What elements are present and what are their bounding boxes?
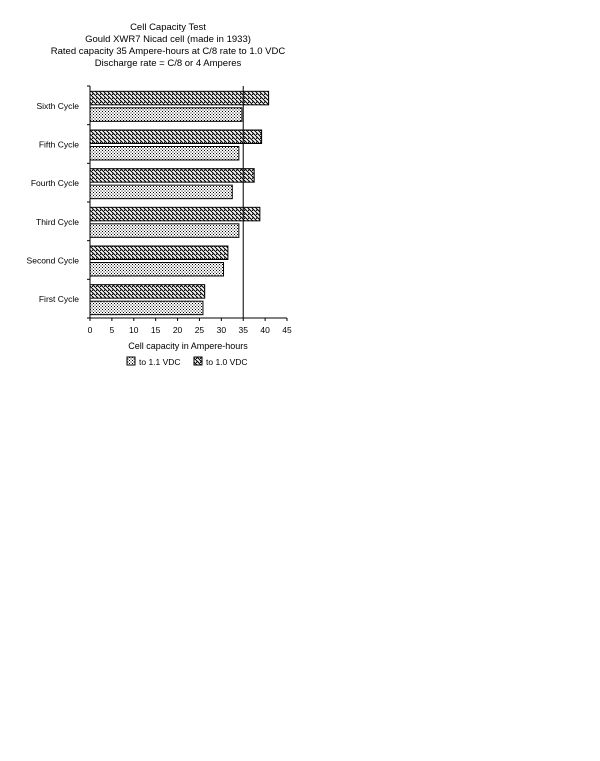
x-tick-label: 20 bbox=[173, 325, 183, 335]
legend-label-series-1: to 1.1 VDC bbox=[139, 357, 181, 367]
bar-series-2 bbox=[89, 90, 270, 106]
x-tick-label: 40 bbox=[260, 325, 270, 335]
bar-series-2 bbox=[89, 206, 261, 222]
bar-series-1 bbox=[89, 262, 225, 277]
chart-title-line: Rated capacity 35 Ampere-hours at C/8 ra… bbox=[51, 46, 286, 57]
x-tick-label: 45 bbox=[282, 325, 292, 335]
legend-label-series-2: to 1.0 VDC bbox=[206, 357, 248, 367]
x-tick-label: 25 bbox=[195, 325, 205, 335]
category-label: Fourth Cycle bbox=[31, 178, 79, 188]
chart-title: Cell Capacity Test Gould XWR7 Nicad cell… bbox=[51, 22, 286, 69]
category-label: Third Cycle bbox=[36, 217, 79, 227]
x-tick-label: 10 bbox=[129, 325, 139, 335]
bar-series-2 bbox=[89, 168, 255, 183]
x-tick-label: 15 bbox=[151, 325, 161, 335]
x-tick-label: 5 bbox=[110, 325, 115, 335]
chart-title-line: Gould XWR7 Nicad cell (made in 1933) bbox=[85, 34, 251, 45]
bar-series-1 bbox=[89, 107, 243, 122]
x-tick-label: 30 bbox=[217, 325, 227, 335]
bar-series-1 bbox=[89, 300, 204, 316]
category-label: Fifth Cycle bbox=[39, 140, 79, 150]
legend: to 1.1 VDC to 1.0 VDC bbox=[126, 356, 248, 367]
x-tick-label: 35 bbox=[238, 325, 248, 335]
category-label: Sixth Cycle bbox=[36, 101, 79, 111]
x-tick-label: 0 bbox=[88, 325, 93, 335]
category-label: First Cycle bbox=[39, 294, 79, 304]
chart-title-line: Cell Capacity Test bbox=[130, 22, 206, 33]
bar-series-1 bbox=[89, 146, 240, 161]
x-axis-title: Cell capacity in Ampere-hours bbox=[128, 341, 248, 351]
bar-series-1 bbox=[89, 184, 233, 200]
legend-swatch-series-1 bbox=[126, 356, 136, 366]
bar-series-1 bbox=[89, 223, 240, 238]
bar-series-2 bbox=[89, 284, 206, 299]
chart-title-line: Discharge rate = C/8 or 4 Amperes bbox=[95, 58, 242, 69]
legend-swatch-series-2 bbox=[193, 356, 203, 366]
bar-series-2 bbox=[89, 245, 229, 260]
category-label: Second Cycle bbox=[27, 256, 80, 266]
plot-area: Sixth Cycle Fifth Cycle Fourth Cycle Third … bbox=[27, 85, 292, 335]
bar-series-2 bbox=[89, 129, 263, 144]
